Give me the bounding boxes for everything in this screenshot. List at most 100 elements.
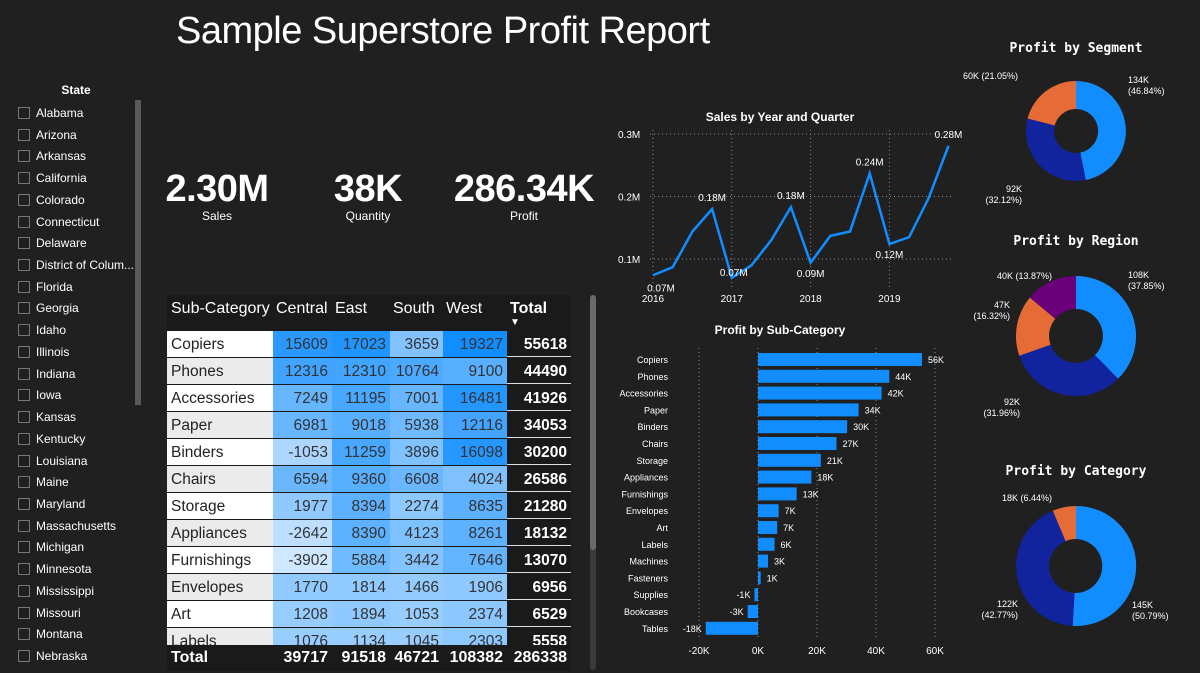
- checkbox[interactable]: [18, 606, 30, 619]
- state-option[interactable]: Michigan: [18, 538, 84, 556]
- checkbox[interactable]: [18, 259, 30, 272]
- state-option[interactable]: Maine: [18, 473, 69, 491]
- checkbox[interactable]: [18, 628, 30, 641]
- state-option[interactable]: District of Colum...: [18, 256, 134, 274]
- checkbox[interactable]: [18, 497, 30, 510]
- checkbox[interactable]: [18, 476, 30, 489]
- cell-value: 4024: [443, 466, 507, 492]
- checkbox[interactable]: [18, 193, 30, 206]
- state-label: Michigan: [36, 540, 85, 555]
- state-option[interactable]: Mississippi: [18, 582, 94, 600]
- checkbox[interactable]: [18, 389, 30, 402]
- line-chart-title: Sales by Year and Quarter: [706, 110, 855, 124]
- category-label: Bookcases: [624, 607, 669, 617]
- category-label: Chairs: [642, 439, 669, 449]
- cell-value: 19327: [443, 331, 507, 357]
- header-central[interactable]: Central: [276, 300, 328, 317]
- data-label: 13K: [803, 489, 819, 499]
- category-label: Binders: [637, 422, 668, 432]
- header-south[interactable]: South: [393, 300, 435, 317]
- checkbox[interactable]: [18, 215, 30, 228]
- cell-value: -3902: [273, 547, 332, 573]
- state-option[interactable]: Arizona: [18, 126, 77, 144]
- cell-sub-category: Chairs: [167, 466, 273, 492]
- y-tick-label: 0.3M: [618, 130, 640, 141]
- checkbox[interactable]: [18, 367, 30, 380]
- category-label: Phones: [637, 372, 668, 382]
- state-label: Massachusetts: [36, 518, 117, 533]
- checkbox[interactable]: [18, 324, 30, 337]
- state-option[interactable]: Minnesota: [18, 560, 91, 578]
- state-option[interactable]: Delaware: [18, 234, 87, 252]
- checkbox[interactable]: [18, 128, 30, 141]
- checkbox[interactable]: [18, 411, 30, 424]
- cell-value: 9360: [332, 466, 390, 492]
- header-east[interactable]: East: [335, 300, 368, 317]
- cell-value: 6981: [273, 412, 332, 438]
- checkbox[interactable]: [18, 280, 30, 293]
- checkbox[interactable]: [18, 302, 30, 315]
- kpi-sales: 2.30M Sales: [137, 168, 297, 223]
- cell-value: 1814: [332, 574, 390, 600]
- checkbox[interactable]: [18, 345, 30, 358]
- state-option[interactable]: Kentucky: [18, 430, 85, 448]
- data-label: 0.07M: [720, 268, 748, 279]
- checkbox[interactable]: [18, 432, 30, 445]
- slice-label: 92K (32.12%): [985, 184, 1022, 205]
- state-option[interactable]: Colorado: [18, 191, 85, 209]
- kpi-profit: 286.34K Profit: [444, 168, 604, 223]
- state-slicer-title: State: [61, 83, 91, 97]
- state-option[interactable]: Indiana: [18, 365, 75, 383]
- cell-value: 4123: [390, 520, 443, 546]
- cell-value: -1053: [273, 439, 332, 465]
- checkbox[interactable]: [18, 150, 30, 163]
- state-option[interactable]: Iowa: [18, 386, 61, 404]
- state-option[interactable]: Kansas: [18, 408, 76, 426]
- report-title: Sample Superstore Profit Report: [176, 10, 710, 52]
- state-option[interactable]: Alabama: [18, 104, 83, 122]
- checkbox[interactable]: [18, 237, 30, 250]
- donut-slice: [1027, 81, 1076, 126]
- category-label: Furnishings: [621, 489, 668, 499]
- state-option[interactable]: Maryland: [18, 495, 85, 513]
- state-option[interactable]: Connecticut: [18, 213, 99, 231]
- cell-value: 5938: [390, 412, 443, 438]
- sort-descending-icon[interactable]: ▼: [510, 317, 520, 328]
- state-option[interactable]: Georgia: [18, 299, 79, 317]
- data-label: 1K: [767, 573, 778, 583]
- header-west[interactable]: West: [446, 300, 483, 317]
- table-scrollbar-thumb[interactable]: [590, 295, 596, 550]
- slicer-scrollbar[interactable]: [135, 100, 141, 405]
- state-option[interactable]: Arkansas: [18, 147, 86, 165]
- state-option[interactable]: California: [18, 169, 87, 187]
- state-option[interactable]: Idaho: [18, 321, 66, 339]
- state-option[interactable]: Louisiana: [18, 452, 87, 470]
- checkbox[interactable]: [18, 454, 30, 467]
- state-option[interactable]: Montana: [18, 625, 83, 643]
- state-option[interactable]: Illinois: [18, 343, 69, 361]
- x-tick-label: -20K: [688, 646, 709, 657]
- checkbox[interactable]: [18, 650, 30, 662]
- cell-value: 8394: [332, 493, 390, 519]
- state-option[interactable]: Nebraska: [18, 647, 87, 665]
- state-option[interactable]: Massachusetts: [18, 517, 116, 535]
- state-option[interactable]: Florida: [18, 278, 73, 296]
- bar: [758, 554, 769, 568]
- checkbox[interactable]: [18, 541, 30, 554]
- state-label: Missouri: [36, 605, 81, 620]
- checkbox[interactable]: [18, 584, 30, 597]
- table-row: Paper 6981 9018 5938 12116 34053: [167, 412, 571, 439]
- donut-slice: [1076, 275, 1137, 379]
- checkbox[interactable]: [18, 519, 30, 532]
- checkbox[interactable]: [18, 563, 30, 576]
- cell-value: 5884: [332, 547, 390, 573]
- checkbox[interactable]: [18, 107, 30, 119]
- data-label: 3K: [774, 557, 785, 567]
- header-sub-category[interactable]: Sub-Category: [171, 300, 270, 317]
- state-option[interactable]: Missouri: [18, 604, 81, 622]
- checkbox[interactable]: [18, 172, 30, 185]
- cell-value: 1770: [273, 574, 332, 600]
- header-total[interactable]: Total: [510, 300, 548, 317]
- state-label: Colorado: [36, 192, 85, 207]
- cell-value: 7001: [390, 385, 443, 411]
